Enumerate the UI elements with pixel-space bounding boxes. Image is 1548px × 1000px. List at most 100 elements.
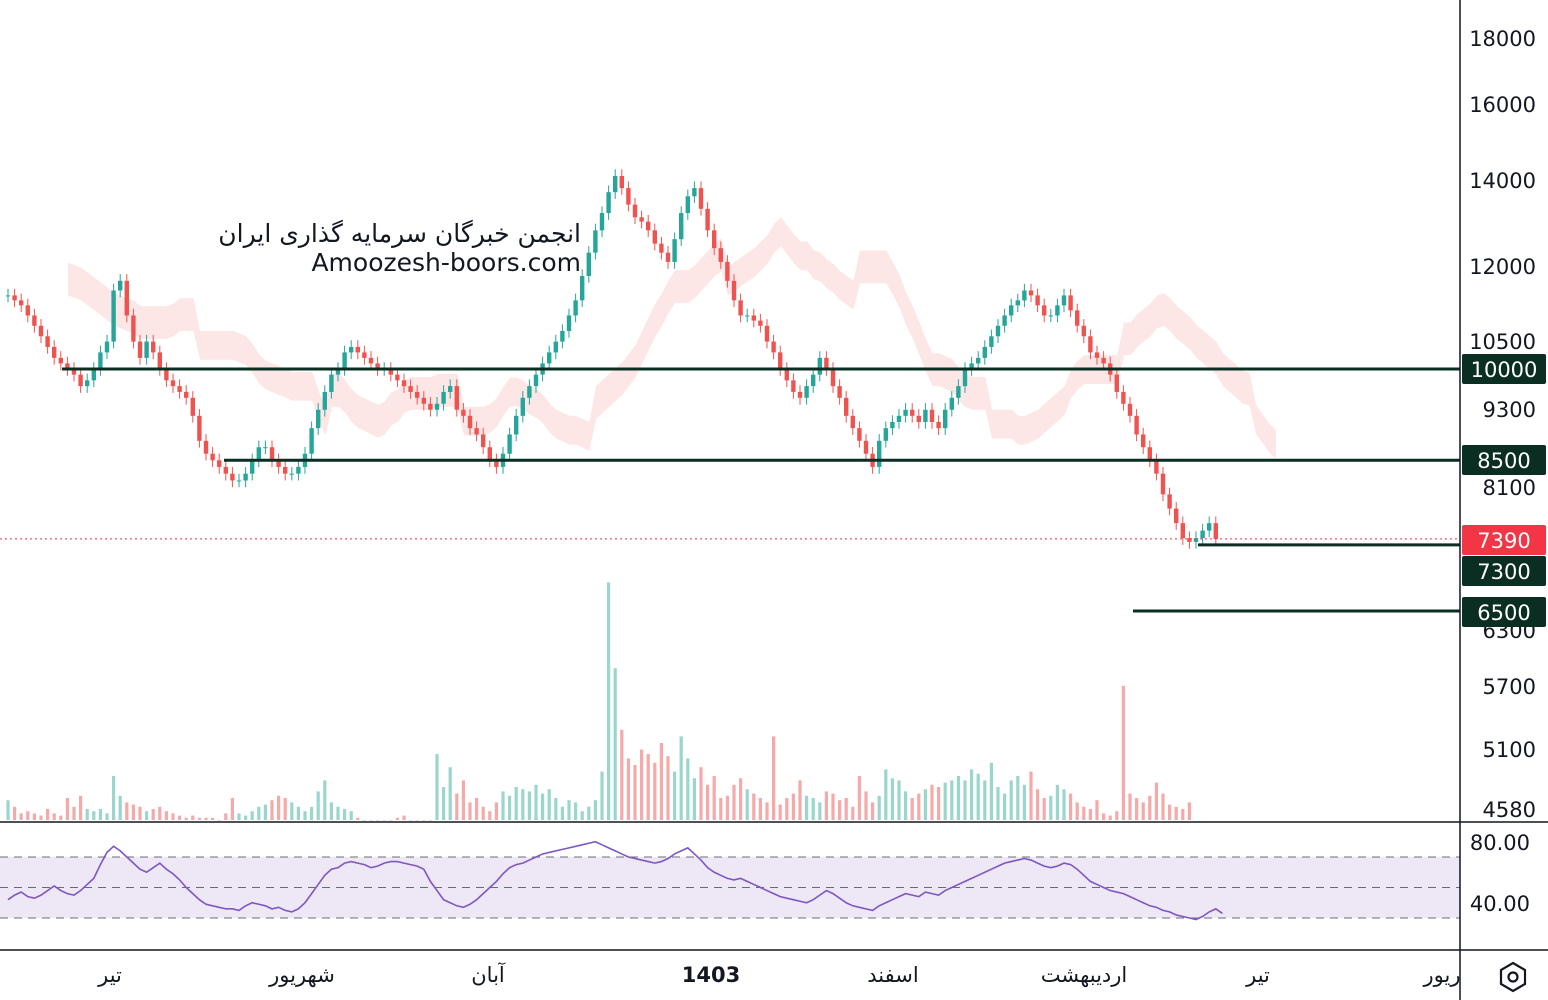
candle-body	[1088, 336, 1093, 353]
volume-bar	[838, 800, 842, 820]
volume-bar	[151, 809, 155, 820]
volume-bar	[1009, 780, 1013, 820]
candle-body	[19, 300, 24, 306]
time-tick-label: اردیبهشت	[1041, 963, 1128, 987]
level-tag-10000-bg	[1462, 354, 1546, 384]
volume-bar	[613, 668, 617, 820]
volume-bar	[745, 789, 749, 820]
candle-body	[910, 409, 915, 416]
candle-body	[613, 176, 618, 193]
candle-body	[764, 325, 770, 342]
candle-body	[586, 252, 591, 277]
price-tick-label: 4580	[1483, 798, 1536, 822]
candle-body	[791, 380, 796, 392]
volume-bar	[336, 806, 340, 820]
candle-body	[164, 369, 169, 381]
candle-body	[157, 352, 162, 369]
support-resistance-lines	[0, 367, 1460, 613]
volume-bar	[6, 800, 10, 820]
candle-body	[263, 447, 268, 449]
candle-body	[1015, 300, 1020, 306]
volume-bar	[587, 806, 591, 820]
candle-body	[877, 440, 882, 467]
volume-bar	[46, 809, 50, 820]
candle-body	[1094, 352, 1100, 358]
volume-bar	[956, 776, 960, 820]
ichimoku-cloud	[68, 217, 1276, 459]
candle-body	[771, 341, 776, 353]
candle-body	[461, 409, 466, 416]
candle-body	[349, 346, 354, 353]
time-axis[interactable]: تیر شهریور آبان 1403 اسفند اردیبهشت تیر ریور	[97, 962, 1460, 987]
volume-bar	[1187, 802, 1191, 820]
candle-body	[401, 380, 407, 387]
candle-body	[1167, 494, 1172, 509]
candle-body	[936, 421, 941, 429]
candle-body	[1174, 508, 1179, 524]
candle-body	[1081, 325, 1086, 337]
volume-bar	[1075, 802, 1079, 820]
rsi-pane	[0, 821, 1548, 951]
volume-bar	[1141, 802, 1145, 820]
volume-bar	[772, 736, 776, 820]
volume-bar	[712, 776, 716, 820]
volume-bar	[950, 780, 954, 820]
volume-bar	[191, 815, 195, 820]
volume-bar	[917, 793, 921, 820]
volume-bar	[1121, 685, 1125, 820]
candle-body	[243, 473, 248, 481]
volume-bar	[1082, 806, 1086, 820]
volume-bar	[19, 813, 23, 820]
candle-body	[269, 447, 275, 461]
candle-body	[25, 305, 30, 316]
candle-body	[368, 357, 374, 364]
volume-bar	[1022, 784, 1026, 820]
last-price-tag-bg	[1462, 525, 1546, 555]
candle-body	[969, 363, 974, 369]
price-axis[interactable]: 1800016000140001200010500930081006300570…	[1459, 0, 1546, 1000]
candle-body	[170, 380, 176, 387]
volume-bar	[620, 729, 624, 820]
candle-body	[441, 391, 446, 404]
candle-body	[804, 386, 809, 398]
candle-body	[190, 397, 195, 416]
volume-bar	[732, 784, 736, 820]
candle-body	[1180, 523, 1185, 539]
volume-bar	[666, 756, 670, 820]
candle-body	[177, 386, 182, 392]
price-tick-label: 12000	[1469, 255, 1536, 279]
watermark-site: Amoozesh-boors.com	[311, 248, 581, 277]
hexagon-settings-icon[interactable]	[1496, 960, 1530, 994]
candle-body	[58, 357, 63, 364]
candle-body	[692, 188, 697, 197]
candle-body	[124, 280, 129, 316]
candle-body	[652, 230, 657, 244]
volume-bar	[1069, 793, 1073, 820]
candle-body	[1127, 403, 1133, 416]
candle-body	[573, 300, 578, 316]
volume-bar	[178, 815, 182, 820]
candle-body	[45, 336, 50, 347]
volume-bar	[1036, 789, 1040, 820]
candle-body	[712, 230, 717, 249]
candle-body	[151, 341, 156, 353]
volume-bar	[851, 806, 855, 820]
candle-body	[481, 434, 486, 448]
volume-bar	[362, 820, 366, 821]
candle-body	[507, 434, 512, 454]
candle-body	[923, 409, 928, 422]
volume-bar	[1161, 793, 1165, 820]
candle-body	[553, 341, 558, 353]
candle-body	[738, 300, 743, 316]
candle-body	[593, 230, 598, 253]
volume-bar	[514, 787, 518, 820]
volume-bar	[541, 793, 545, 820]
volume-bar	[79, 795, 83, 820]
candle-body	[1207, 523, 1212, 531]
volume-bar	[72, 806, 76, 820]
candle-body	[758, 320, 763, 326]
volume-bar	[118, 795, 122, 820]
volume-bar	[310, 806, 314, 820]
candle-body	[375, 363, 380, 369]
